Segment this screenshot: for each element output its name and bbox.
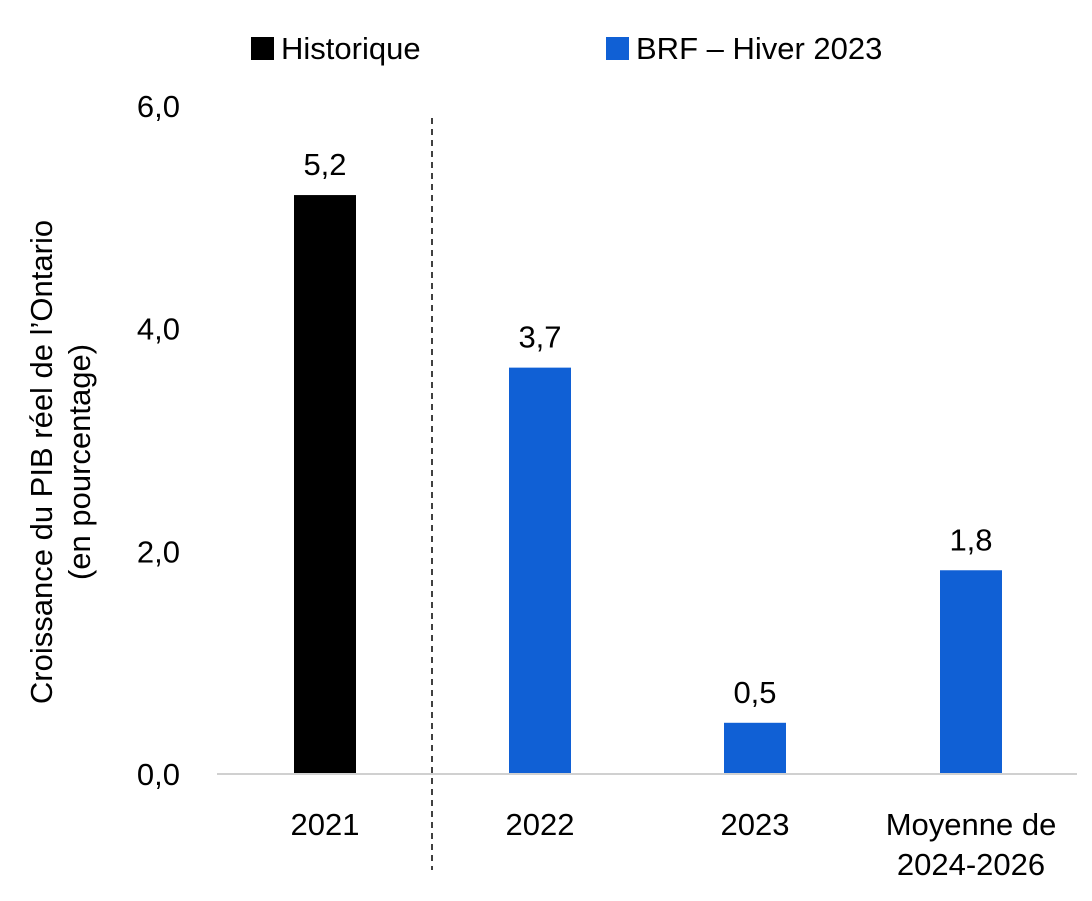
y-tick-label: 4,0 [137, 312, 180, 347]
y-tick-label: 2,0 [137, 534, 180, 569]
bar [724, 722, 786, 774]
data-label: 1,8 [949, 522, 992, 557]
x-tick-label: 2024-2026 [897, 847, 1045, 882]
data-label: 0,5 [733, 675, 776, 710]
data-label: 5,2 [303, 147, 346, 182]
bar [509, 367, 571, 774]
x-axis-ticks: 2021 2022 2023 Moyenne de 2024-2026 [291, 807, 1057, 882]
bar [294, 195, 356, 775]
data-labels: 5,2 3,7 0,5 1,8 [303, 147, 992, 710]
bar [940, 570, 1002, 774]
legend-swatch-brf [606, 37, 629, 60]
y-axis-ticks: 0,0 2,0 4,0 6,0 [137, 89, 180, 792]
y-axis-title-line1: Croissance du PIB réel de l’Ontario [24, 220, 59, 704]
x-tick-label: 2021 [291, 807, 360, 842]
bars [294, 195, 1002, 775]
y-axis-title: Croissance du PIB réel de l’Ontario (en … [24, 220, 97, 704]
legend-label-historique: Historique [281, 31, 421, 66]
legend-swatch-historique [251, 37, 274, 60]
legend-label-brf: BRF – Hiver 2023 [636, 31, 882, 66]
data-label: 3,7 [518, 320, 561, 355]
legend: Historique BRF – Hiver 2023 [251, 31, 882, 66]
x-tick-label: 2022 [506, 807, 575, 842]
y-tick-label: 6,0 [137, 89, 180, 124]
x-tick-label: 2023 [721, 807, 790, 842]
x-tick-label: Moyenne de [886, 807, 1057, 842]
y-axis-title-line2: (en pourcentage) [62, 344, 97, 580]
y-tick-label: 0,0 [137, 757, 180, 792]
